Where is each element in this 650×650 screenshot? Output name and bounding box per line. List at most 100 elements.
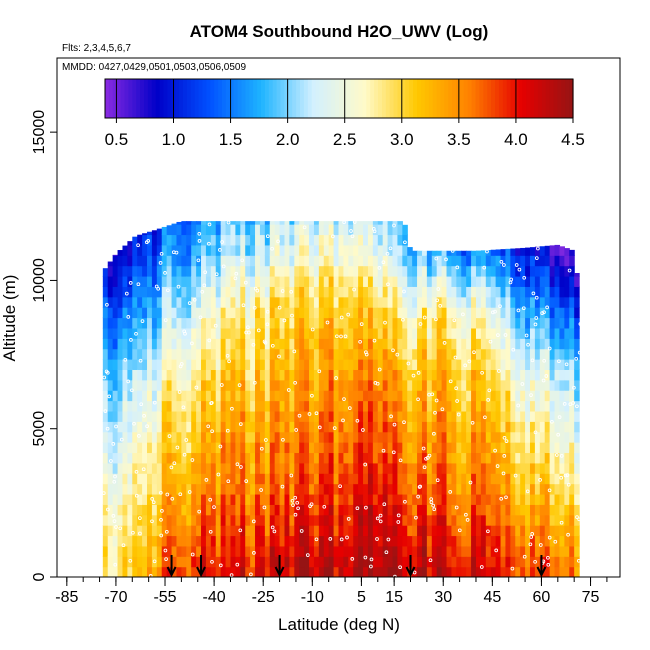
heatmap-cell — [574, 493, 580, 505]
heatmap-cell — [259, 275, 266, 287]
heatmap-cell — [529, 442, 536, 454]
heatmap-cell — [461, 317, 467, 329]
heatmap-cell — [284, 493, 290, 505]
heatmap-cell — [431, 410, 438, 422]
heatmap-cell — [264, 400, 271, 412]
heatmap-cell — [353, 379, 359, 391]
heatmap-cell — [166, 504, 173, 516]
heatmap-cell — [436, 317, 443, 329]
heatmap-cell — [451, 379, 457, 391]
track-marker — [563, 473, 568, 478]
heatmap-cell — [318, 566, 325, 577]
heatmap-cell — [191, 369, 197, 381]
heatmap-cell — [475, 265, 482, 277]
heatmap-cell — [289, 431, 295, 443]
heatmap-cell — [225, 545, 232, 557]
heatmap-cell — [510, 421, 516, 433]
heatmap-cell — [122, 410, 128, 422]
heatmap-cell — [318, 327, 325, 339]
heatmap-cell — [529, 493, 536, 505]
heatmap-cell — [441, 275, 448, 287]
heatmap-cell — [451, 307, 457, 319]
colorbar-swatch — [479, 79, 484, 118]
heatmap-cell — [245, 244, 251, 256]
heatmap-cell — [387, 545, 394, 557]
heatmap-cell — [181, 473, 187, 485]
heatmap-cell — [279, 431, 286, 443]
heatmap-cell — [417, 390, 423, 402]
heatmap-cell — [554, 359, 561, 370]
heatmap-cell — [441, 348, 448, 360]
heatmap-cell — [407, 493, 413, 505]
heatmap-cell — [372, 473, 379, 485]
heatmap-cell — [471, 525, 477, 537]
heatmap-cell — [471, 327, 477, 339]
heatmap-cell — [122, 556, 128, 568]
heatmap-cell — [574, 504, 580, 516]
heatmap-cell — [220, 545, 227, 557]
heatmap-cell — [176, 317, 182, 329]
heatmap-cell — [397, 400, 403, 412]
heatmap-cell — [309, 442, 315, 454]
heatmap-cell — [151, 556, 158, 568]
heatmap-cell — [323, 400, 330, 412]
heatmap-cell — [367, 338, 374, 350]
heatmap-cell — [392, 369, 399, 381]
heatmap-cell — [313, 400, 320, 412]
heatmap-cell — [323, 369, 330, 381]
heatmap-cell — [539, 379, 546, 391]
heatmap-cell — [299, 431, 305, 443]
heatmap-cell — [485, 535, 492, 547]
heatmap-cell — [235, 431, 241, 443]
heatmap-cell — [323, 442, 330, 454]
heatmap-cell — [333, 296, 340, 308]
heatmap-cell — [220, 431, 227, 443]
heatmap-cell — [313, 483, 320, 495]
track-marker — [119, 437, 124, 442]
heatmap-cell — [417, 473, 423, 485]
heatmap-cell — [367, 390, 374, 402]
heatmap-cell — [451, 525, 457, 537]
track-marker — [207, 241, 211, 246]
heatmap-cell — [289, 317, 295, 329]
heatmap-cell — [205, 535, 212, 547]
heatmap-cell — [534, 545, 541, 557]
heatmap-cell — [210, 431, 217, 443]
heatmap-cell — [417, 535, 423, 547]
heatmap-cell — [475, 431, 482, 443]
heatmap-cell — [127, 359, 133, 370]
heatmap-cell — [338, 483, 345, 495]
heatmap-cell — [235, 221, 241, 225]
heatmap-cell — [122, 462, 128, 474]
heatmap-cell — [505, 296, 511, 308]
heatmap-cell — [264, 525, 271, 537]
heatmap-cell — [132, 535, 138, 547]
colorbar-swatch — [417, 79, 422, 118]
track-marker — [148, 574, 153, 577]
heatmap-cell — [127, 421, 133, 433]
heatmap-cell — [471, 504, 477, 516]
heatmap-cell — [495, 473, 502, 485]
heatmap-cell — [259, 359, 266, 370]
heatmap-cell — [122, 431, 128, 443]
heatmap-cell — [201, 275, 207, 287]
track-marker — [453, 355, 458, 360]
heatmap-cell — [421, 379, 428, 391]
heatmap-cell — [441, 514, 448, 526]
heatmap-cell — [289, 296, 295, 308]
heatmap-cell — [176, 359, 182, 370]
heatmap-cell — [117, 400, 124, 412]
heatmap-cell — [475, 286, 482, 298]
colorbar-swatch — [335, 79, 340, 118]
track-marker — [225, 428, 230, 433]
heatmap-cell — [382, 221, 389, 225]
colorbar-swatch — [233, 79, 239, 118]
heatmap-cell — [245, 473, 251, 485]
heatmap-cell — [451, 556, 457, 568]
heatmap-cell — [367, 452, 374, 464]
heatmap-cell — [220, 275, 227, 287]
x-axis-title: Latitude (deg N) — [278, 615, 400, 634]
heatmap-cell — [299, 265, 305, 277]
heatmap-cell — [367, 462, 374, 474]
heatmap-cell — [328, 379, 335, 391]
